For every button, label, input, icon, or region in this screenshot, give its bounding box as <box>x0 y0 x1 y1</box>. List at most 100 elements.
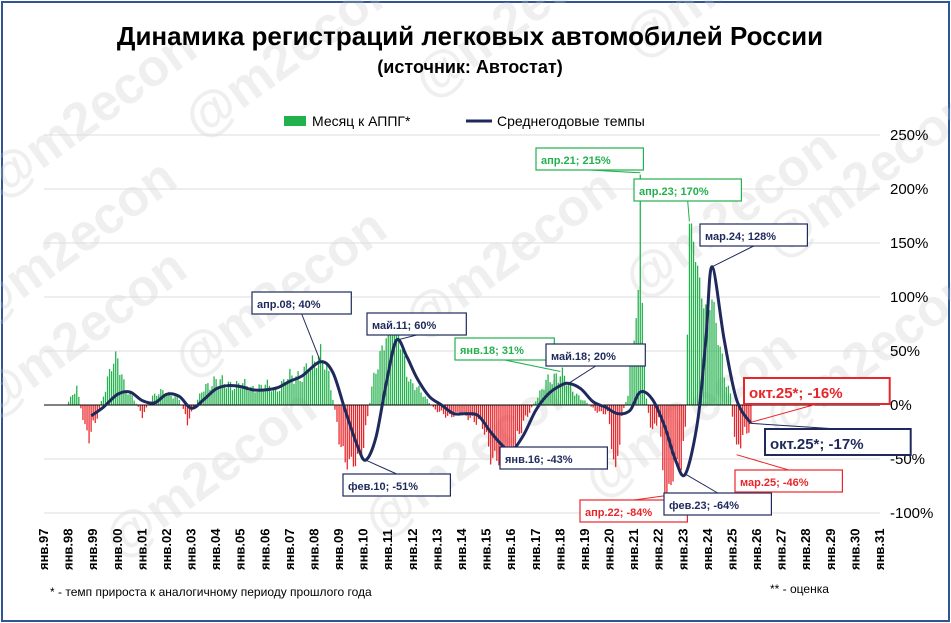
monthly-bar <box>737 405 740 445</box>
monthly-bar <box>346 405 348 470</box>
monthly-bar <box>367 405 369 417</box>
monthly-bar <box>461 405 463 415</box>
monthly-bar <box>680 405 682 471</box>
monthly-bar <box>707 303 709 405</box>
monthly-bar <box>518 405 521 434</box>
monthly-bar <box>547 374 549 405</box>
monthly-bar <box>735 405 738 445</box>
monthly-bar <box>287 379 289 405</box>
x-tick-label: янв.18 <box>552 528 567 570</box>
monthly-bar <box>572 391 574 405</box>
x-tick-label: янв.23 <box>675 528 690 570</box>
annotation-label: мар.25; -46% <box>740 477 809 489</box>
monthly-bar <box>721 353 723 405</box>
monthly-bar <box>221 375 223 405</box>
monthly-bar <box>143 405 146 412</box>
monthly-bar <box>477 405 480 420</box>
monthly-bar <box>317 356 320 405</box>
annotation-leader <box>396 334 417 341</box>
monthly-bar <box>215 379 217 405</box>
monthly-bar <box>483 405 486 435</box>
monthly-bar <box>508 405 510 448</box>
x-tick-label: янв.21 <box>626 528 641 570</box>
monthly-bar <box>711 299 713 405</box>
monthly-bar <box>199 393 201 405</box>
monthly-bar <box>225 388 227 405</box>
x-tick-label: янв.25 <box>724 528 739 570</box>
monthly-bar <box>365 405 367 426</box>
monthly-bar <box>231 390 234 405</box>
monthly-bar <box>137 405 139 407</box>
monthly-bar <box>422 396 424 405</box>
monthly-bar <box>664 405 666 507</box>
monthly-bar <box>235 381 238 405</box>
monthly-bar <box>340 405 342 448</box>
monthly-bar <box>697 265 699 405</box>
annotation-leader <box>750 403 818 423</box>
monthly-bar <box>135 403 137 405</box>
x-tick-label: янв.31 <box>872 528 887 570</box>
monthly-bar <box>541 389 543 405</box>
annotation-label: апр.23; 170% <box>639 186 709 198</box>
annotation-label: янв.16; -43% <box>505 454 573 466</box>
monthly-bar <box>170 395 172 405</box>
annotation-box <box>663 492 773 516</box>
monthly-bar <box>297 371 299 405</box>
footnote-left: * - темп прироста к аналогичному периоду… <box>50 585 372 599</box>
monthly-bar <box>520 405 523 434</box>
monthly-bar <box>432 405 434 408</box>
monthly-bar <box>260 384 262 405</box>
monthly-bar <box>584 400 586 405</box>
monthly-bar <box>496 405 498 461</box>
monthly-bar <box>457 405 459 413</box>
monthly-bar <box>590 405 592 407</box>
monthly-bar <box>574 395 576 405</box>
monthly-bar <box>551 384 553 405</box>
annotation-box <box>743 377 891 405</box>
monthly-bar <box>727 385 730 405</box>
monthly-bar <box>358 405 361 453</box>
monthly-bar <box>709 310 711 405</box>
monthly-bar <box>266 379 268 405</box>
monthly-bar <box>569 383 572 405</box>
monthly-bar <box>524 405 527 416</box>
monthly-bar <box>166 393 168 405</box>
annotation-label: янв.18; 31% <box>460 345 524 357</box>
monthly-bar <box>608 405 611 425</box>
monthly-bar <box>311 355 314 405</box>
monthly-bar <box>322 360 324 405</box>
monthly-bar <box>356 405 359 454</box>
monthly-bar <box>621 405 623 416</box>
monthly-bar <box>742 405 744 436</box>
monthly-bar <box>379 350 381 405</box>
monthly-bar <box>719 346 721 405</box>
annotation-label: мар.24; 128% <box>705 231 776 243</box>
monthly-bar <box>522 405 525 421</box>
annotation-label: фев.23; -64% <box>669 500 739 512</box>
monthly-bar <box>612 405 615 460</box>
annotation-leader <box>685 473 718 494</box>
annotation-box <box>734 469 844 493</box>
monthly-bar <box>428 403 430 405</box>
monthly-bar <box>678 405 680 472</box>
x-tick-label: янв.19 <box>577 528 592 570</box>
monthly-bar <box>127 394 129 405</box>
monthly-bar <box>164 395 166 405</box>
annotation-leader <box>568 365 596 384</box>
monthly-bar <box>528 405 531 413</box>
x-tick-label: янв.06 <box>257 528 272 570</box>
monthly-bar <box>740 405 742 449</box>
legend: Месяц к АППГ* Среднегодовые темпы <box>284 113 645 129</box>
x-tick-label: янв.14 <box>454 528 469 570</box>
monthly-bar <box>188 405 191 419</box>
monthly-bar <box>713 301 715 405</box>
annotations: апр.08; 40% фев.10; -51% май.11; 60% янв.18… <box>251 147 912 523</box>
monthly-bar <box>631 347 633 405</box>
monthly-bar <box>463 405 465 413</box>
monthly-bar <box>656 405 658 426</box>
monthly-bar <box>211 386 213 405</box>
monthly-bar <box>334 405 336 410</box>
monthly-bar <box>438 405 441 412</box>
monthly-bar <box>330 390 332 405</box>
monthly-bar <box>250 386 252 405</box>
